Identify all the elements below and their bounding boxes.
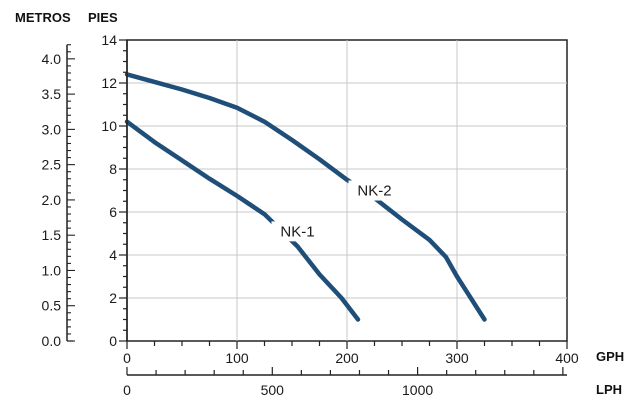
series-line-nk-2 <box>124 72 487 322</box>
metros-tick-label: 3.5 <box>42 86 62 102</box>
metros-tick-label: 1.5 <box>42 227 62 243</box>
metros-tick-label: 4.0 <box>42 51 62 67</box>
pies-tick-label: 8 <box>109 161 117 177</box>
grid-lines <box>126 39 568 342</box>
lph-unit-label: LPH <box>596 382 622 397</box>
labels: NK-1 NK-2 METROS PIES GPH LPH <box>15 10 624 397</box>
pies-tick-label: 4 <box>109 247 117 263</box>
pies-tick-label: 0 <box>109 333 117 349</box>
curves <box>124 72 487 322</box>
lph-tick-label: 0 <box>123 382 131 398</box>
curve-label-bg <box>348 180 401 201</box>
lph-tick-label: 1000 <box>402 382 433 398</box>
metros-tick-label: 1.0 <box>42 262 62 278</box>
metros-tick-label: 2.5 <box>42 157 62 173</box>
curve-label-bg <box>271 221 324 242</box>
metros-unit-label: METROS <box>15 10 71 25</box>
metros-tick-label: 0.5 <box>42 298 62 314</box>
lph-tick-label: 500 <box>261 382 285 398</box>
pies-tick-label: 14 <box>101 32 117 48</box>
axes: 0 2 4 6 8 10 12 14 0.0 0.5 1.0 1.5 2.0 2.5 3.0 3.5 4.0 0 1… <box>42 32 579 398</box>
metros-tick-label: 2.0 <box>42 192 62 208</box>
curve-label-nk-1: NK-1 <box>280 223 314 240</box>
metros-tick-label: 0.0 <box>42 333 62 349</box>
gph-tick-label: 200 <box>335 350 359 366</box>
gph-tick-label: 300 <box>445 350 469 366</box>
pies-tick-label: 6 <box>109 204 117 220</box>
gph-tick-label: 100 <box>225 350 249 366</box>
pies-tick-label: 12 <box>101 75 117 91</box>
gph-tick-label: 400 <box>555 350 579 366</box>
metros-tick-label: 3.0 <box>42 121 62 137</box>
pies-tick-label: 10 <box>101 118 117 134</box>
pies-tick-label: 2 <box>109 290 117 306</box>
curve-label-nk-2: NK-2 <box>357 183 391 200</box>
pies-unit-label: PIES <box>88 10 118 25</box>
gph-tick-label: 0 <box>123 350 131 366</box>
gph-unit-label: GPH <box>596 349 624 364</box>
series-line-nk-1 <box>124 119 361 322</box>
